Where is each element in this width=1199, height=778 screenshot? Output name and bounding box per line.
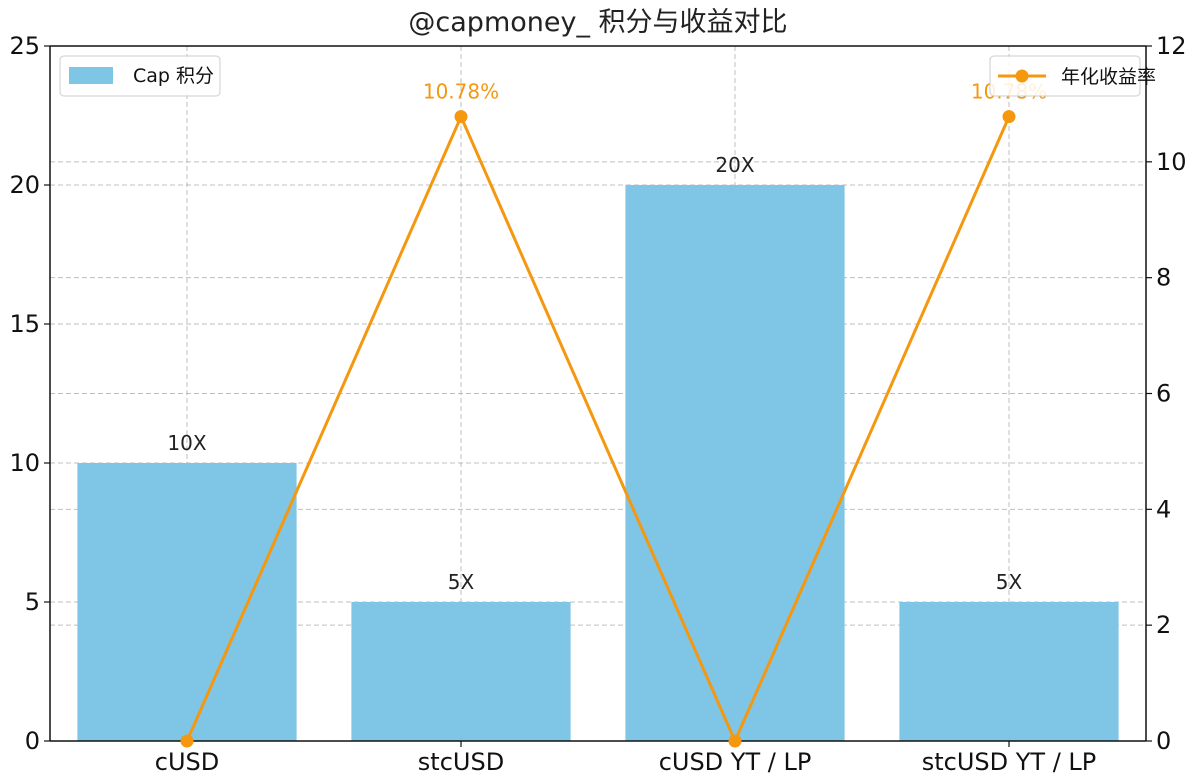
tick-label-left: 15 [9, 310, 40, 338]
category-label-1: stcUSD [418, 748, 504, 776]
chart-title: @capmoney_ 积分与收益对比 [408, 7, 787, 38]
yield-label-1: 10.78% [423, 80, 499, 104]
axes [44, 45, 1152, 747]
legend-swatch-marker [1015, 69, 1029, 83]
tick-label-right: 10 [1156, 148, 1187, 176]
bar-label-0: 10X [167, 431, 206, 455]
yield-point-2 [728, 734, 742, 748]
category-label-0: cUSD [155, 748, 219, 776]
category-label-2: cUSD YT / LP [659, 748, 812, 776]
line-series [180, 110, 1016, 748]
legend-label-bar: Cap 积分 [133, 65, 214, 87]
tick-label-left: 20 [9, 171, 40, 199]
bar-1 [351, 602, 571, 741]
yield-point-1 [454, 110, 468, 124]
bar-series [77, 185, 1119, 741]
bar-label-1: 5X [448, 570, 475, 594]
tick-label-right: 8 [1156, 264, 1171, 292]
tick-label-right: 4 [1156, 495, 1171, 523]
yield-point-0 [180, 734, 194, 748]
tick-label-left: 5 [25, 588, 40, 616]
bar-label-3: 5X [996, 570, 1023, 594]
legend-box [989, 55, 1141, 97]
tick-label-right: 0 [1156, 727, 1171, 755]
bar-2 [625, 185, 845, 741]
bar-0 [77, 463, 297, 741]
bar-label-2: 20X [715, 153, 754, 177]
tick-label-left: 10 [9, 449, 40, 477]
tick-label-left: 25 [9, 32, 40, 60]
tick-label-right: 6 [1156, 380, 1171, 408]
tick-labels: 0 5 10 15 20 25 0 2 4 6 8 10 12 cUSD stcUSD cUSD YT / L… [9, 32, 1186, 776]
tick-label-left: 0 [25, 727, 40, 755]
legend-line: 年化收益率 [989, 55, 1156, 97]
legend-label-line: 年化收益率 [1061, 66, 1156, 88]
tick-label-right: 12 [1156, 32, 1187, 60]
tick-label-right: 2 [1156, 611, 1171, 639]
legend-swatch-bar [69, 67, 113, 84]
yield-point-3 [1002, 110, 1016, 124]
category-label-3: stcUSD YT / LP [922, 748, 1097, 776]
legend-bar: Cap 积分 [59, 55, 221, 97]
yield-line [185, 112, 1011, 745]
bar-3 [899, 602, 1119, 741]
legend-box [59, 55, 221, 97]
